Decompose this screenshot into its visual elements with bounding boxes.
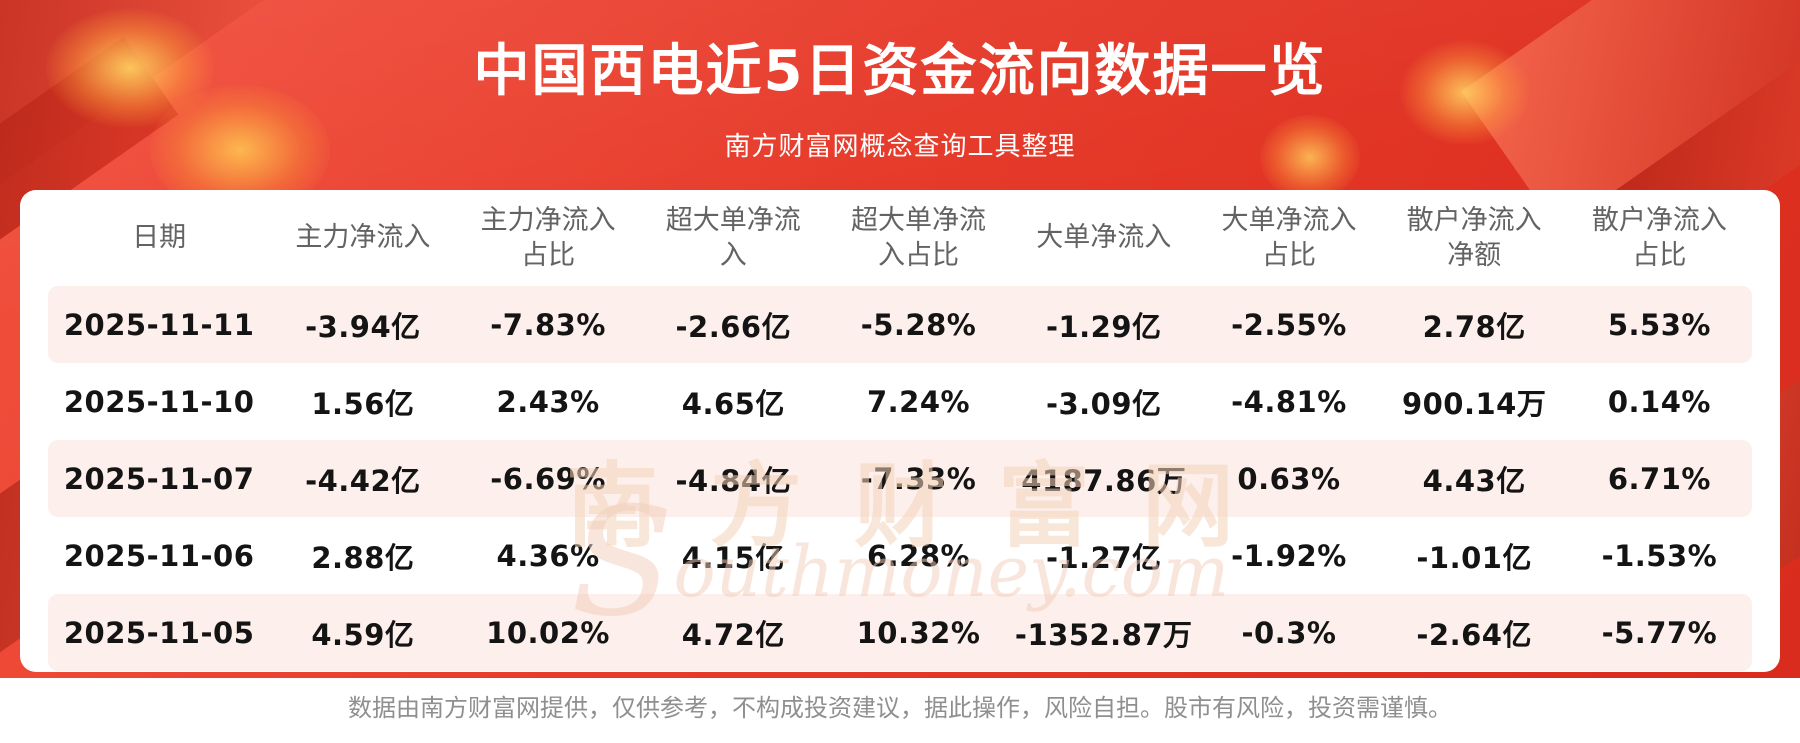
value-cell: -2.64亿 [1416,617,1532,652]
value-cell: 2.43% [496,384,600,419]
column-header-label: 大单净流入 [1036,222,1172,254]
value-cell: 7.24% [866,384,971,419]
data-table-panel: 日期 主力净流入 主力净流入占比 超大单净流入 超大单净流入占比 大单净流入 大单净流入占比… [20,190,1780,672]
value-cell: -1.53% [1601,538,1718,573]
value-cell: -0.3% [1241,615,1337,650]
value-cell: 4.65亿 [681,386,785,421]
value-cell: 5.53% [1607,307,1711,342]
value-cell: 6.71% [1607,461,1711,496]
column-header-label: 大单净流入占比 [1221,204,1357,271]
value-cell: -5.28% [860,307,977,342]
column-header: 主力净流入占比 [455,203,640,273]
column-header: 日期 [48,220,270,255]
column-header: 超大单净流入 [641,203,826,273]
column-header: 大单净流入占比 [1196,203,1381,273]
value-cell: 6.28% [866,538,971,573]
column-header: 主力净流入 [270,220,455,255]
date-cell: 2025-11-07 [63,461,255,496]
column-header-label: 主力净流入 [295,222,431,254]
column-header: 超大单净流入占比 [826,203,1011,273]
page-subtitle: 南方财富网概念查询工具整理 [724,132,1076,162]
value-cell: -1.92% [1231,538,1347,573]
table-row: 2025-11-05 4.59亿 10.02% 4.72亿 10.32% -1352.87… [48,594,1752,671]
value-cell: 0.14% [1607,384,1711,419]
value-cell: 0.63% [1237,461,1341,496]
value-cell: 10.02% [486,615,610,650]
value-cell: 2.78亿 [1422,309,1526,344]
column-header-label: 主力净流入占比 [480,204,616,271]
value-cell: -1.29亿 [1045,309,1162,344]
value-cell: 4.72亿 [681,617,785,652]
value-cell: -3.09亿 [1045,386,1162,421]
value-cell: -3.94亿 [305,309,421,344]
column-header-label: 散户净流入占比 [1591,204,1727,271]
value-cell: 4.15亿 [681,540,785,575]
column-header-label: 超大单净流入 [665,204,801,271]
value-cell: -4.81% [1231,384,1347,419]
column-header: 大单净流入 [1011,220,1196,255]
value-cell: 1.56亿 [311,386,415,421]
value-cell: -1352.87万 [1014,617,1193,652]
date-cell: 2025-11-11 [63,307,255,342]
value-cell: 900.14万 [1401,386,1547,421]
table-row: 2025-11-07 -4.42亿 -6.69% -4.84亿 -7.33% 4187.8… [48,440,1752,517]
value-cell: 4187.86万 [1021,463,1187,498]
value-cell: -1.01亿 [1416,540,1532,575]
value-cell: 10.32% [856,615,981,650]
table-row: 2025-11-06 2.88亿 4.36% 4.15亿 6.28% -1.27亿 -1.9… [48,517,1752,594]
table-header-row: 日期 主力净流入 主力净流入占比 超大单净流入 超大单净流入占比 大单净流入 大单净流入占比… [48,190,1752,286]
value-cell: -4.42亿 [305,463,421,498]
value-cell: -2.66亿 [675,309,792,344]
column-header: 散户净流入占比 [1567,203,1752,273]
value-cell: -1.27亿 [1045,540,1162,575]
value-cell: -7.83% [490,307,606,342]
column-header-label: 散户净流入净额 [1406,204,1542,271]
value-cell: 2.88亿 [311,540,415,575]
table-row: 2025-11-10 1.56亿 2.43% 4.65亿 7.24% -3.09亿 -4.8… [48,363,1752,440]
column-header-label: 超大单净流入占比 [851,204,987,271]
value-cell: 4.36% [496,538,600,573]
value-cell: -4.84亿 [675,463,792,498]
column-header-label: 日期 [132,222,187,254]
value-cell: -7.33% [860,461,977,496]
date-cell: 2025-11-06 [63,538,255,573]
disclaimer-text: 数据由南方财富网提供，仅供参考，不构成投资建议，据此操作，风险自担。股市有风险，… [348,694,1452,722]
date-cell: 2025-11-10 [63,384,255,419]
table-rows: 2025-11-11 -3.94亿 -7.83% -2.66亿 -5.28% -1.29亿… [48,286,1752,671]
page-title: 中国西电近5日资金流向数据一览 [473,39,1327,104]
value-cell: 4.59亿 [311,617,415,652]
value-cell: -2.55% [1231,307,1347,342]
value-cell: -6.69% [490,461,606,496]
value-cell: 4.43亿 [1422,463,1526,498]
date-cell: 2025-11-05 [63,615,255,650]
value-cell: -5.77% [1601,615,1718,650]
footer-strip: 数据由南方财富网提供，仅供参考，不构成投资建议，据此操作，风险自担。股市有风险，… [0,678,1800,743]
table-row: 2025-11-11 -3.94亿 -7.83% -2.66亿 -5.28% -1.29亿… [48,286,1752,363]
column-header: 散户净流入净额 [1382,203,1567,273]
